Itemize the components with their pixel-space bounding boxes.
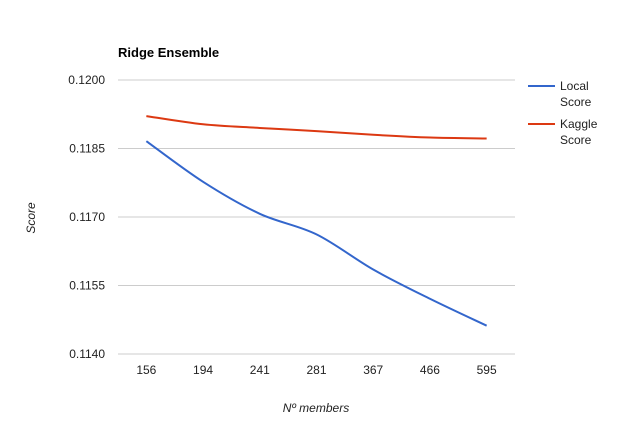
y-tick-label: 0.1185 (69, 142, 105, 156)
legend: Local Score Kaggle Score (528, 79, 598, 147)
x-tick-label: 281 (306, 363, 326, 377)
legend-label: Kaggle (560, 117, 598, 131)
x-axis-title: Nº members (283, 401, 349, 415)
legend-label: Local (560, 79, 589, 93)
gridlines (118, 79, 515, 355)
y-axis-ticks: 0.1200 0.1185 0.1170 0.1155 0.1140 (68, 73, 105, 361)
x-tick-label: 466 (420, 363, 440, 377)
legend-label: Score (560, 133, 592, 147)
y-tick-label: 0.1155 (69, 279, 105, 293)
y-axis-title: Score (24, 202, 38, 234)
series-line-kaggle-score (146, 115, 487, 140)
legend-label: Score (560, 95, 592, 109)
y-tick-label: 0.1140 (69, 347, 105, 361)
series-lines (145, 115, 488, 327)
x-tick-label: 241 (250, 363, 270, 377)
y-tick-label: 0.1170 (69, 210, 105, 224)
x-tick-label: 367 (363, 363, 383, 377)
x-tick-label: 595 (477, 363, 497, 377)
x-tick-label: 194 (193, 363, 213, 377)
y-tick-label: 0.1200 (68, 73, 105, 87)
x-tick-label: 156 (136, 363, 156, 377)
chart-title: Ridge Ensemble (118, 45, 219, 60)
series-line-local-score (145, 140, 488, 327)
x-axis-ticks: 156 194 241 281 367 466 595 (136, 363, 497, 377)
